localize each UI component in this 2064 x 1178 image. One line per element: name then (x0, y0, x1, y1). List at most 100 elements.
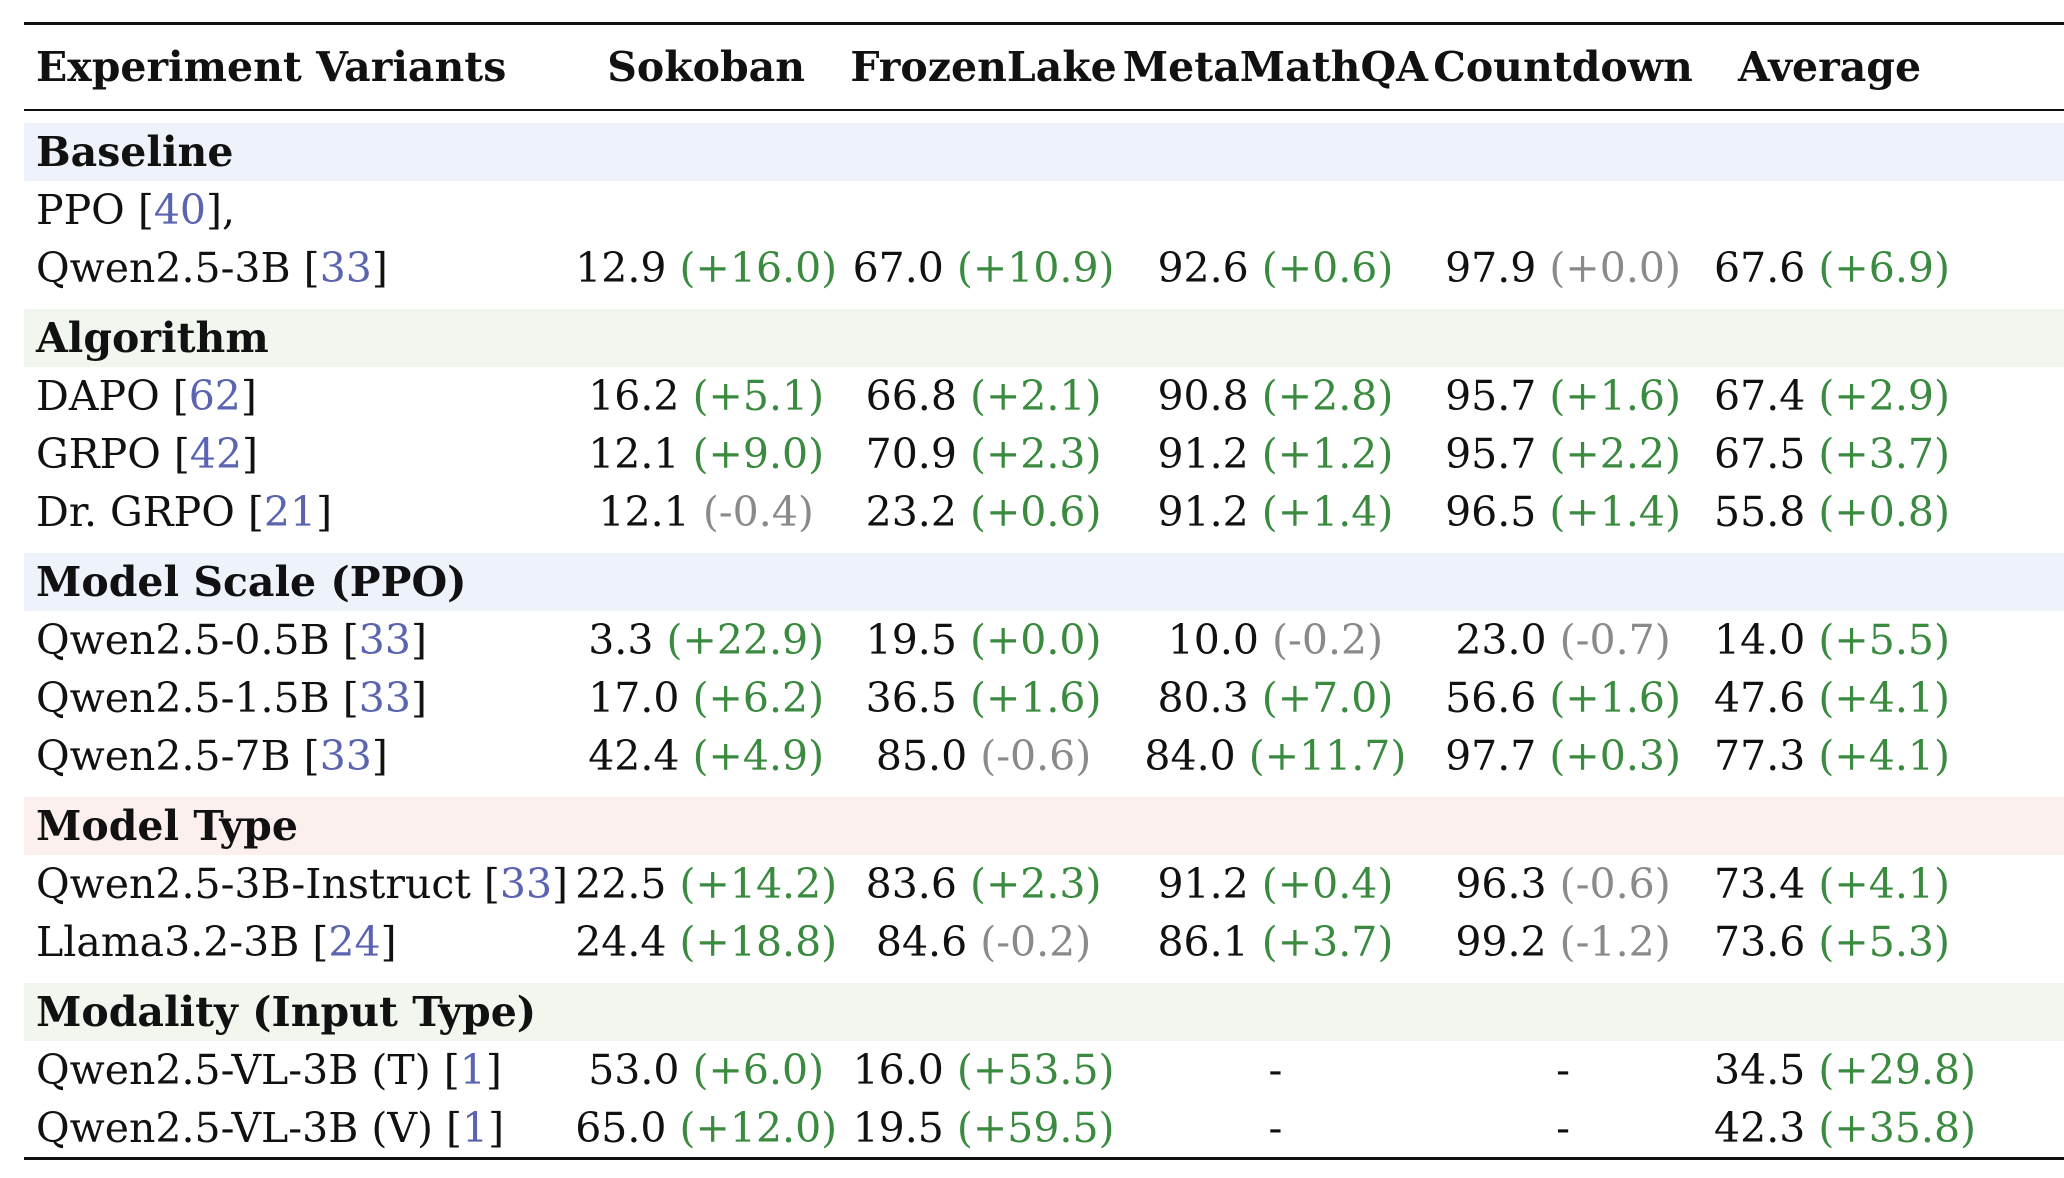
variant-name: Qwen2.5-3B-Instruct [ (36, 860, 500, 908)
score-value: 70.9 (865, 430, 957, 478)
variant-name-cell: Llama3.2-3B [24] (24, 913, 568, 971)
score-cell: 34.5 (+29.8) (1698, 1041, 2064, 1099)
score-delta: (+1.6) (969, 674, 1102, 722)
citation-link[interactable]: 62 (188, 372, 241, 420)
score-cell: 80.3 (+7.0) (1123, 669, 1428, 727)
variant-name: Llama3.2-3B [ (36, 918, 329, 966)
score-value: 16.2 (588, 372, 680, 420)
citation-link[interactable]: 33 (358, 616, 411, 664)
score-cell: 95.7 (+1.6) (1428, 367, 1698, 425)
variant-name-cell: Dr. GRPO [21] (24, 483, 568, 541)
score-delta: (+1.4) (1549, 488, 1681, 536)
score-value: 67.0 (852, 244, 944, 292)
score-cell: 83.6 (+2.3) (844, 855, 1122, 913)
variant-name: PPO [ (36, 186, 154, 234)
score-delta: (+2.9) (1818, 372, 1950, 420)
variant-name-cell: DAPO [62] (24, 367, 568, 425)
score-delta: (+0.8) (1818, 488, 1950, 536)
score-delta: (+35.8) (1818, 1104, 1977, 1152)
score-cell: 86.1 (+3.7) (1123, 913, 1428, 971)
variant-name-suffix: ] (371, 244, 388, 292)
score-delta: (+1.4) (1261, 488, 1394, 536)
citation-link[interactable]: 33 (319, 244, 372, 292)
score-value: 17.0 (588, 674, 680, 722)
score-delta: (+2.3) (969, 430, 1102, 478)
score-value: 99.2 (1455, 918, 1547, 966)
score-cell: 91.2 (+1.2) (1123, 425, 1428, 483)
score-cell: 99.2 (-1.2) (1428, 913, 1698, 971)
citation-link[interactable]: 1 (459, 1046, 486, 1094)
score-delta: (+1.6) (1549, 372, 1681, 420)
score-value: 24.4 (575, 918, 667, 966)
score-value: 34.5 (1714, 1046, 1806, 1094)
score-value: 67.4 (1714, 372, 1806, 420)
score-cell: 66.8 (+2.1) (844, 367, 1122, 425)
score-cell: 73.4 (+4.1) (1698, 855, 2064, 913)
score-cell: 23.0 (-0.7) (1428, 611, 1698, 669)
score-value: 19.5 (865, 616, 957, 664)
score-cell: 67.6 (+6.9) (1698, 181, 2064, 297)
score-value: 16.0 (852, 1046, 944, 1094)
score-value: 83.6 (865, 860, 957, 908)
section-title: Algorithm (36, 314, 269, 362)
score-cell: 95.7 (+2.2) (1428, 425, 1698, 483)
score-value: 12.1 (598, 488, 690, 536)
variant-name-cell: Qwen2.5-3B-Instruct [33] (24, 855, 568, 913)
score-delta: (+6.0) (692, 1046, 825, 1094)
variant-name-cell: Qwen2.5-VL-3B (T) [1] (24, 1041, 568, 1099)
score-delta: (-0.6) (1559, 860, 1671, 908)
score-cell: - (1123, 1041, 1428, 1099)
citation-link[interactable]: 33 (499, 860, 553, 908)
score-cell: 65.0 (+12.0) (568, 1099, 844, 1159)
citation-link[interactable]: 42 (189, 430, 243, 478)
citation-link[interactable]: 33 (319, 732, 372, 780)
score-value: 92.6 (1157, 244, 1249, 292)
score-delta: (+2.8) (1261, 372, 1394, 420)
score-value: 73.4 (1714, 860, 1806, 908)
score-cell: 53.0 (+6.0) (568, 1041, 844, 1099)
citation-link[interactable]: 1 (462, 1104, 489, 1152)
citation-link[interactable]: 40 (153, 186, 206, 234)
score-delta: (+18.8) (679, 918, 838, 966)
score-value: 36.5 (865, 674, 957, 722)
score-cell: 97.7 (+0.3) (1428, 727, 1698, 785)
table-row: Qwen2.5-0.5B [33] 3.3 (+22.9) 19.5 (+0.0) 1… (24, 611, 2064, 669)
score-value: 66.8 (865, 372, 957, 420)
table-row: Qwen2.5-1.5B [33] 17.0 (+6.2) 36.5 (+1.6) 8… (24, 669, 2064, 727)
variant-name-line: Qwen2.5-1.5B [33] (36, 669, 568, 727)
section-title: Baseline (36, 128, 234, 176)
score-cell: 16.0 (+53.5) (844, 1041, 1122, 1099)
score-value: 96.5 (1445, 488, 1537, 536)
score-delta: (+16.0) (679, 244, 838, 292)
score-delta: (+6.2) (692, 674, 825, 722)
score-value: 56.6 (1445, 674, 1537, 722)
score-cell: 67.4 (+2.9) (1698, 367, 2064, 425)
citation-link[interactable]: 24 (328, 918, 381, 966)
citation-link[interactable]: 21 (263, 488, 317, 536)
section-header-row: Algorithm (24, 309, 2064, 367)
score-value: 3.3 (588, 616, 654, 664)
variant-name-cell: PPO [40], Qwen2.5-3B [33] (24, 181, 568, 297)
table-row: GRPO [42] 12.1 (+9.0) 70.9 (+2.3) 91.2 (+1.… (24, 425, 2064, 483)
section-title: Modality (Input Type) (36, 988, 537, 1036)
score-delta: (+7.0) (1261, 674, 1394, 722)
score-value: 97.7 (1445, 732, 1537, 780)
score-delta: (+1.6) (1549, 674, 1681, 722)
variant-name: Qwen2.5-7B [ (36, 732, 320, 780)
variant-name: GRPO [ (36, 430, 190, 478)
score-delta: (+4.9) (692, 732, 825, 780)
variant-name-suffix: ], (206, 186, 236, 234)
score-value: 96.3 (1455, 860, 1547, 908)
score-value: 47.6 (1714, 674, 1806, 722)
score-delta: (-0.6) (980, 732, 1092, 780)
citation-link[interactable]: 33 (358, 674, 411, 722)
variant-name-line: Qwen2.5-VL-3B (V) [1] (36, 1099, 568, 1157)
score-value: 23.2 (865, 488, 957, 536)
score-cell: 84.0 (+11.7) (1123, 727, 1428, 785)
variant-name-line: Llama3.2-3B [24] (36, 913, 568, 971)
score-value: 95.7 (1445, 372, 1537, 420)
variant-name-line: GRPO [42] (36, 425, 568, 483)
score-value: 97.9 (1445, 244, 1537, 292)
score-delta: (+2.1) (969, 372, 1102, 420)
score-delta: (+0.4) (1261, 860, 1394, 908)
